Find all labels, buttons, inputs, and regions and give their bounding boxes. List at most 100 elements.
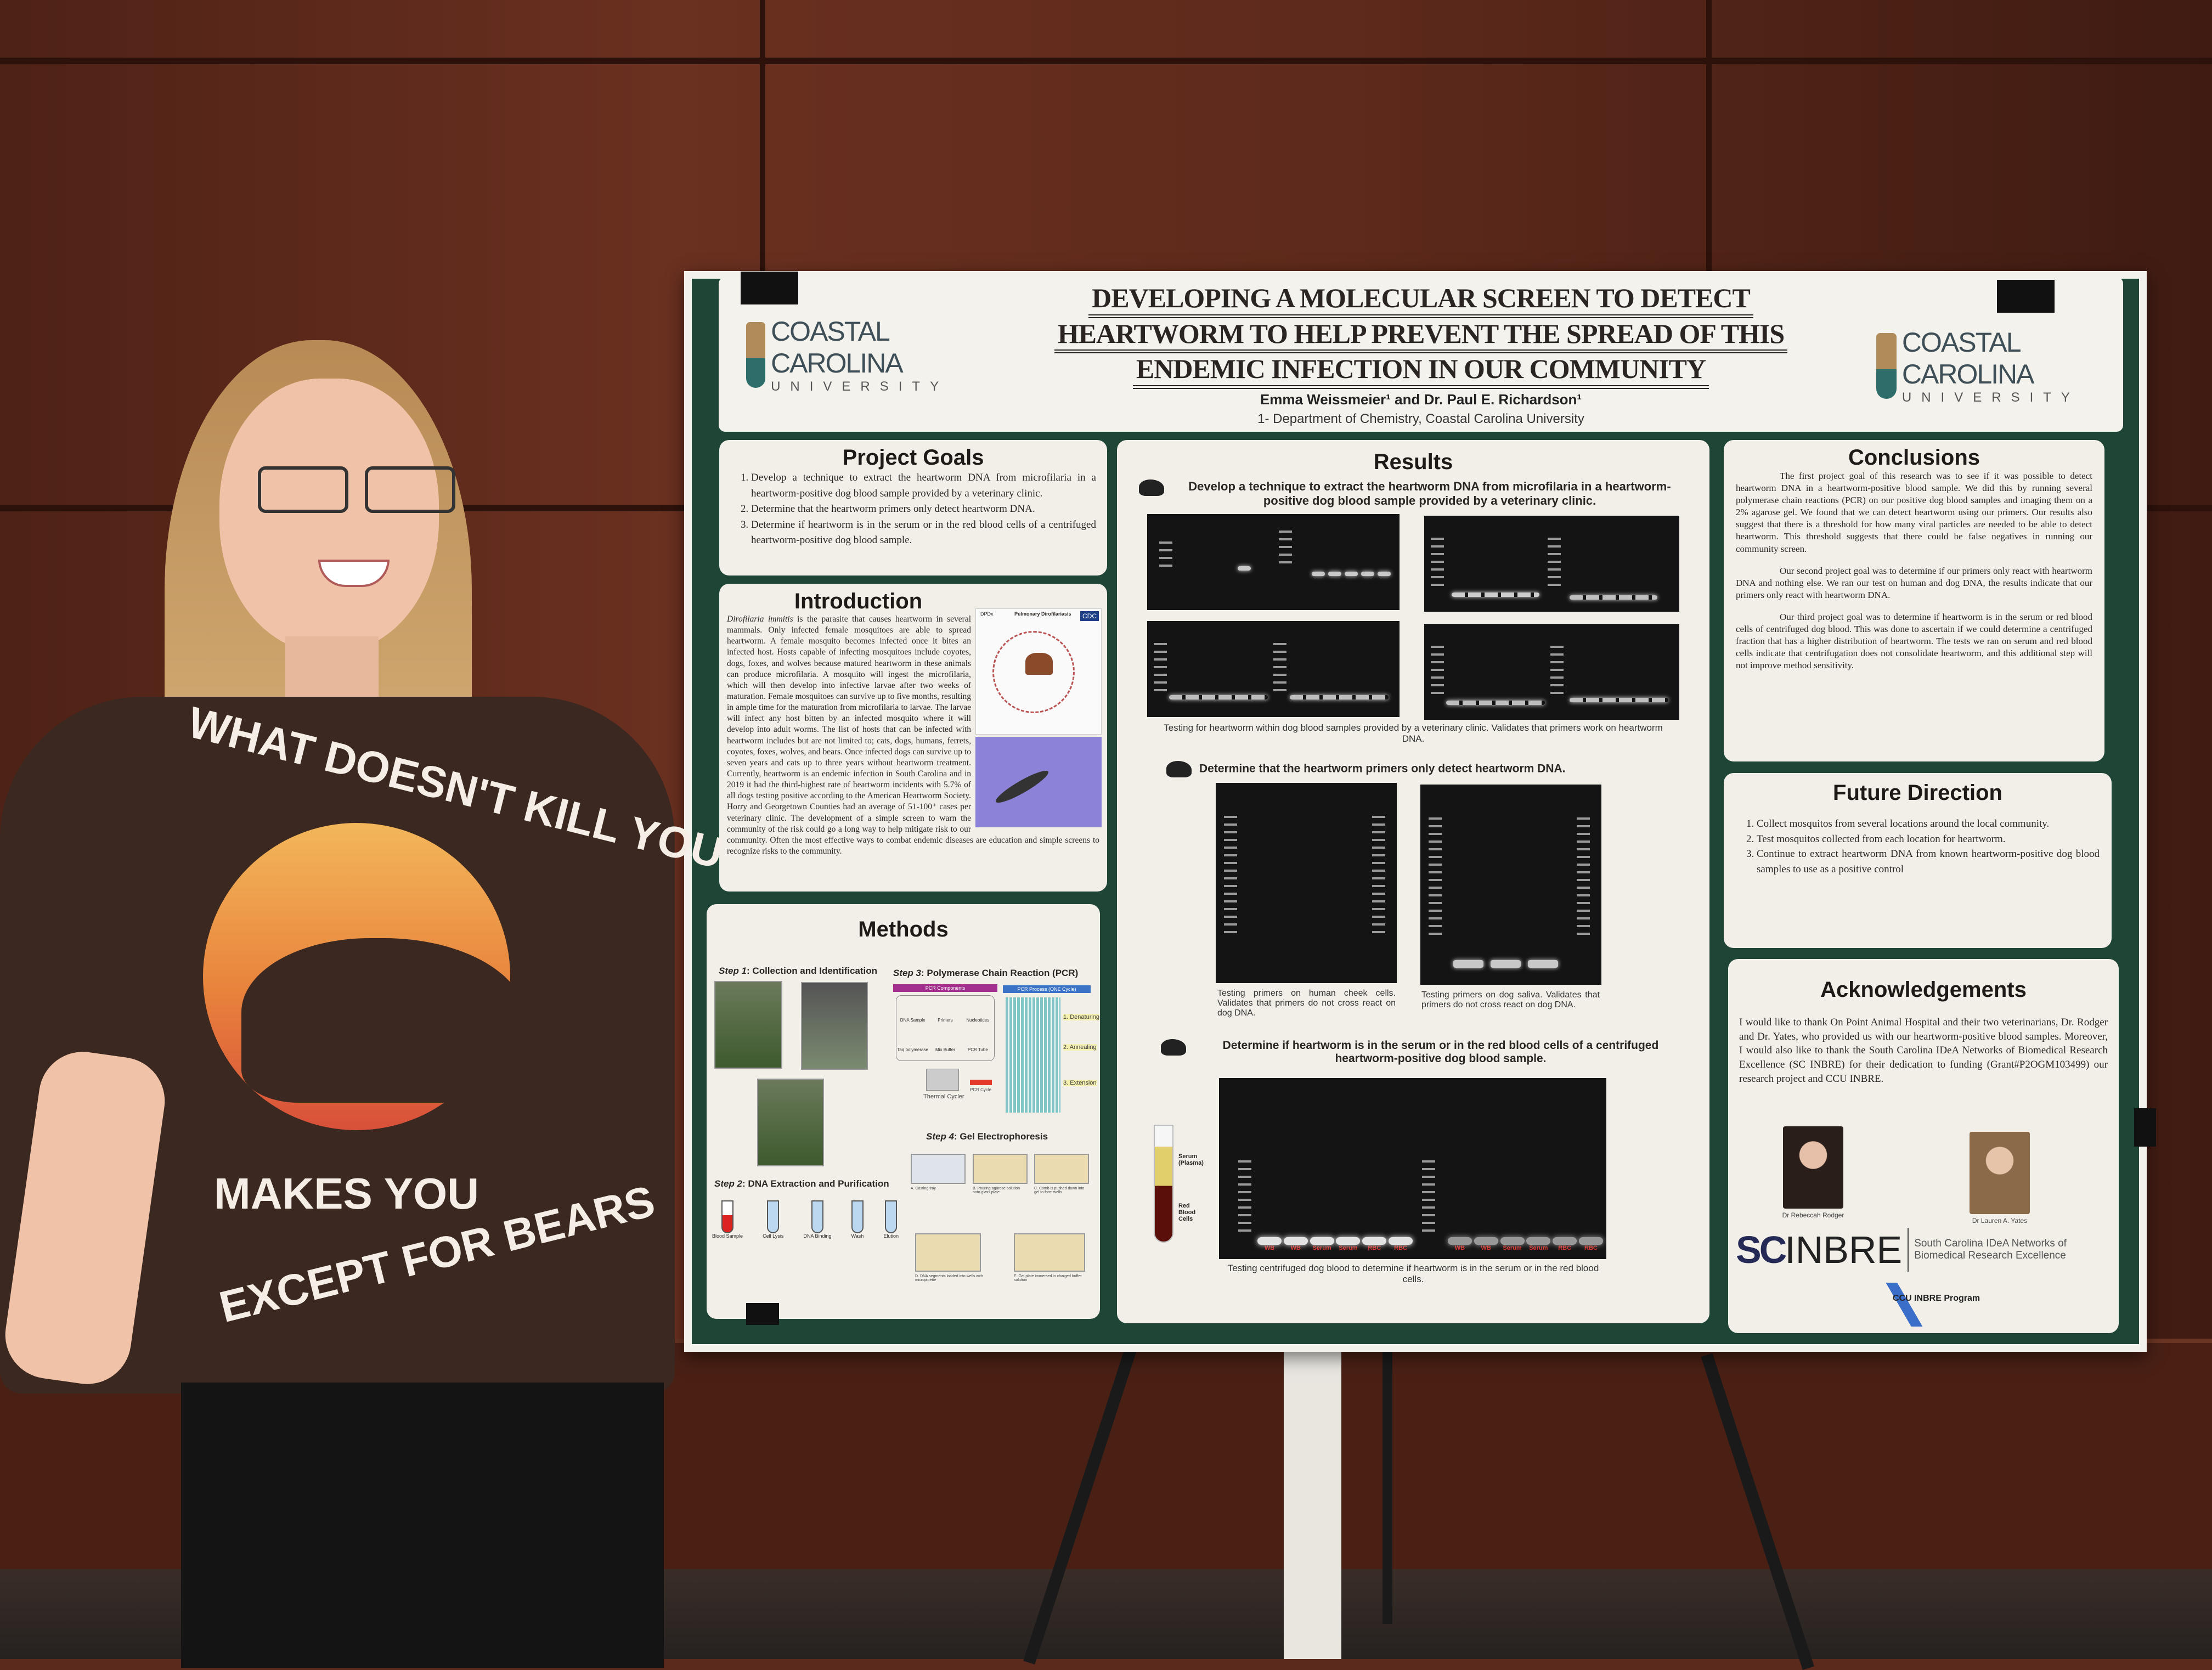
gel-band	[1389, 1237, 1413, 1245]
goal-item: Develop a technique to extract the heart…	[751, 470, 1096, 501]
gel-lane: WB	[1447, 1237, 1472, 1251]
logo-sub: UNIVERSITY	[1901, 390, 2080, 405]
face	[219, 379, 439, 653]
introduction-panel: Introduction DPDx Pulmonary Dirofilarias…	[719, 584, 1107, 892]
ccu-column-icon	[746, 322, 766, 388]
gel-lane: Serum	[1526, 1237, 1551, 1251]
gel-band	[1578, 1237, 1603, 1245]
pcr-process-diagram	[1006, 997, 1060, 1113]
title-line-2: HEARTWORM TO HELP PREVENT THE SPREAD OF …	[1054, 318, 1788, 353]
gel-band	[1526, 1237, 1551, 1245]
conclusion-paragraph: The first project goal of this research …	[1736, 471, 2092, 554]
ccu-logo-right: COASTAL CAROLINA UNIVERSITY	[1876, 326, 2107, 405]
wall-seam	[760, 0, 765, 274]
logo-sub: UNIVERSITY	[771, 379, 949, 394]
authors: Emma Weissmeier¹ and Dr. Paul E. Richard…	[1260, 391, 1582, 408]
lane-label: WB	[1290, 1245, 1301, 1251]
thermal-cycler-label: Thermal Cycler	[923, 1093, 964, 1100]
gel-lane: WB	[1283, 1237, 1308, 1251]
step2-label: Step 2: DNA Extraction and Purification	[714, 1178, 889, 1189]
person: WHAT DOESN'T KILL YOU MAKES YOU EXCEPT F…	[0, 340, 728, 1668]
species-name: Dirofilaria immitis	[727, 614, 793, 624]
gel-human-cheek	[1216, 783, 1397, 983]
shirt-text-top: WHAT DOESN'T KILL YOU	[183, 697, 729, 878]
conclusions-heading: Conclusions	[1848, 445, 1980, 470]
binder-clip	[2134, 1108, 2156, 1147]
result1-heading: Develop a technique to extract the heart…	[1139, 479, 1688, 508]
wall-seam	[0, 58, 2212, 64]
shirt-bear	[241, 938, 527, 1103]
gel-image-3	[1147, 621, 1400, 717]
pcr-process-header: PCR Process (ONE Cycle)	[1003, 985, 1091, 993]
tube-label-serum: Serum (Plasma)	[1178, 1153, 1204, 1166]
poster-header: COASTAL CAROLINA UNIVERSITY DEVELOPING A…	[719, 277, 2123, 432]
gel-step-c	[1034, 1154, 1089, 1184]
caption-dog-saliva: Testing primers on dog saliva. Validates…	[1421, 990, 1600, 1009]
title-line-1: DEVELOPING A MOLECULAR SCREEN TO DETECT	[1088, 283, 1753, 318]
gel-lane: Serum	[1336, 1237, 1361, 1251]
acknowledgements-panel: Acknowledgements I would like to thank O…	[1728, 959, 2119, 1333]
gel-lane: RBC	[1553, 1237, 1577, 1251]
gel-band	[1336, 1237, 1361, 1245]
shirt-text-middle: MAKES YOU	[214, 1169, 479, 1218]
result3-heading: Determine if heartworm is in the serum o…	[1161, 1039, 1688, 1065]
mosquito-icon	[992, 766, 1052, 808]
lane-label: RBC	[1368, 1245, 1381, 1251]
binder-clip	[746, 1303, 779, 1325]
wall-seam	[1706, 0, 1712, 274]
gel-band	[1500, 1237, 1525, 1245]
trap-photo-3	[757, 1079, 824, 1166]
component-label: Mix Buffer	[935, 1047, 955, 1052]
pcr-components-box: DNA Sample Primers Nucleotides Taq polymer…	[896, 995, 995, 1061]
gel-step-e	[1014, 1233, 1085, 1272]
diagram-title: Pulmonary Dirofilariasis	[1014, 611, 1071, 617]
lane-label: Serum	[1312, 1245, 1331, 1251]
gel-band	[1362, 1237, 1387, 1245]
gel-step-a-label: A. Casting tray	[911, 1187, 936, 1191]
gel-band	[1474, 1237, 1498, 1245]
goal-item: Determine that the heartworm primers onl…	[751, 501, 1096, 517]
bear-icon	[1139, 479, 1164, 496]
title-line-3: ENDEMIC INFECTION IN OUR COMMUNITY	[1132, 353, 1709, 389]
result2-heading: Determine that the heartworm primers onl…	[1166, 761, 1688, 777]
centrifuge-tube	[1154, 1125, 1173, 1243]
step2-prefix: Step 2	[714, 1178, 743, 1189]
binder-clip	[1997, 280, 2055, 313]
step1-text: : Collection and Identification	[747, 966, 878, 976]
gel-band	[1257, 1237, 1282, 1245]
methods-heading: Methods	[858, 917, 949, 941]
easel-post	[1284, 1344, 1341, 1659]
title-block: DEVELOPING A MOLECULAR SCREEN TO DETECT …	[971, 283, 1871, 427]
gel-band	[1283, 1237, 1308, 1245]
mosquito-photo	[975, 737, 1102, 827]
future-direction-panel: Future Direction Collect mosquitos from …	[1724, 773, 2112, 948]
project-goals-panel: Project Goals Develop a technique to ext…	[719, 440, 1107, 576]
ccu-inbre-program-logo: CCU INBRE Program	[1854, 1283, 1991, 1327]
stage-denaturing: 1. Denaturing	[1063, 1014, 1100, 1020]
tube-elution: Elution	[883, 1200, 899, 1272]
tube-dna-binding: DNA Binding	[803, 1200, 832, 1272]
gel-dog-saliva	[1420, 785, 1601, 985]
lane-label: Serum	[1529, 1245, 1548, 1251]
step3-prefix: Step 3	[893, 968, 922, 978]
component-label: PCR Tube	[967, 1047, 988, 1052]
portrait-rodger	[1783, 1126, 1843, 1209]
bear-icon	[1161, 1039, 1186, 1056]
step3-text: : Polymerase Chain Reaction (PCR)	[921, 968, 1079, 978]
gel-step-b	[973, 1154, 1028, 1184]
step3-label: Step 3: Polymerase Chain Reaction (PCR)	[893, 968, 1078, 979]
logo-name: COASTAL CAROLINA	[771, 316, 904, 379]
ccu-logo-left: COASTAL CAROLINA UNIVERSITY	[746, 315, 966, 394]
pcr-components-header: PCR Components	[893, 984, 997, 992]
gel-lane-labels: WB WB Serum Serum RBC RBC WB WB Serum Serum RBC RBC	[1257, 1237, 1603, 1251]
binder-clip	[741, 272, 798, 304]
gel-step-d-label: D. DNA segments loaded into wells with m…	[915, 1274, 983, 1282]
step1-label: Step 1: Collection and Identification	[719, 966, 877, 977]
gel-lane: Serum	[1310, 1237, 1334, 1251]
pcr-arrow	[970, 1080, 992, 1085]
future-item: Collect mosquitos from several locations…	[1757, 816, 2100, 832]
future-item: Test mosquitos collected from each locat…	[1757, 832, 2100, 847]
project-goals-heading: Project Goals	[842, 445, 984, 470]
step1-prefix: Step 1	[719, 966, 747, 976]
tube-wash: Wash	[851, 1200, 864, 1272]
